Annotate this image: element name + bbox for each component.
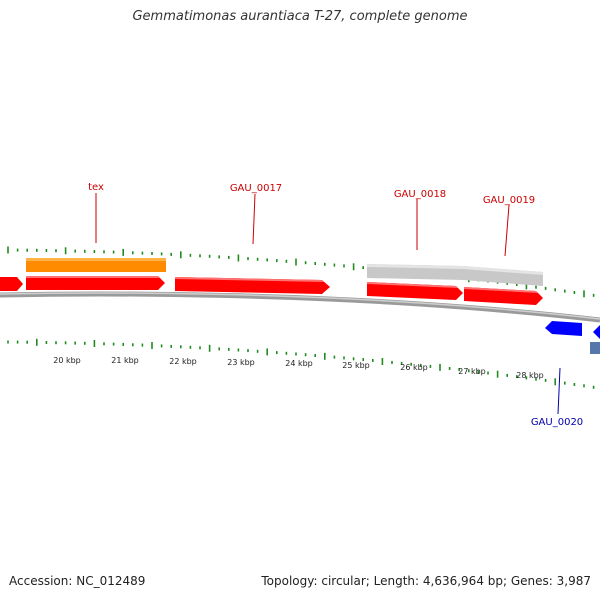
gene-arrow-sheen — [175, 277, 324, 282]
gene-arrow-tex[interactable] — [26, 276, 165, 290]
label-leader-line — [252, 193, 256, 245]
gc-skew-track-outer — [7, 246, 595, 298]
gene-arrow-sheen — [26, 276, 160, 278]
gene-label-gau0018[interactable]: GAU_0018 — [394, 189, 446, 200]
map-title: Gemmatimonas aurantiaca T-27, complete g… — [132, 9, 468, 24]
scale-label: 25 kbp — [342, 361, 370, 370]
scale-label: 26 kbp — [400, 363, 428, 372]
gene-label-gau0017[interactable]: GAU_0017 — [230, 183, 282, 194]
scale-labels: 20 kbp 21 kbp 22 kbp 23 kbp 24 kbp 25 kb… — [53, 356, 544, 380]
genome-summary-text: Topology: circular; Length: 4,636,964 bp… — [261, 574, 591, 588]
scale-label: 24 kbp — [285, 359, 313, 368]
genome-backbone — [0, 291, 600, 323]
gene-arrow-gau0020[interactable] — [545, 321, 582, 336]
gene-label-gau0020[interactable]: GAU_0020 — [531, 417, 583, 428]
reverse-feature-partial[interactable] — [590, 342, 600, 354]
rna-feature-highlight — [26, 258, 166, 261]
genome-backbone-highlight — [0, 292, 600, 320]
gene-label-tex[interactable]: tex — [88, 182, 104, 193]
label-leader-line — [504, 204, 510, 257]
gene-labels: tex GAU_0017 GAU_0018 GAU_0019 GAU_0020 — [88, 182, 583, 428]
scale-label: 21 kbp — [111, 356, 139, 365]
scale-label: 23 kbp — [227, 358, 255, 367]
accession-text: Accession: NC_012489 — [9, 574, 146, 588]
reverse-gene-track — [545, 321, 600, 354]
label-leader-line — [557, 367, 561, 415]
gene-arrow-sheen — [464, 287, 538, 293]
gene-label-gau0019[interactable]: GAU_0019 — [483, 195, 535, 206]
gene-arrow-sheen — [367, 282, 458, 288]
gene-arrow-reverse[interactable] — [593, 325, 600, 339]
scale-label: 20 kbp — [53, 356, 81, 365]
feature-track — [26, 258, 543, 286]
region-feature-highlight — [367, 264, 543, 275]
scale-label: 27 kbp — [458, 367, 486, 376]
gc-skew-track-inner — [7, 338, 595, 389]
scale-label: 22 kbp — [169, 357, 197, 366]
rna-feature-tex[interactable] — [26, 258, 166, 272]
gene-arrow-forward[interactable] — [0, 277, 23, 291]
scale-label: 28 kbp — [516, 371, 544, 380]
forward-gene-track — [0, 276, 543, 305]
